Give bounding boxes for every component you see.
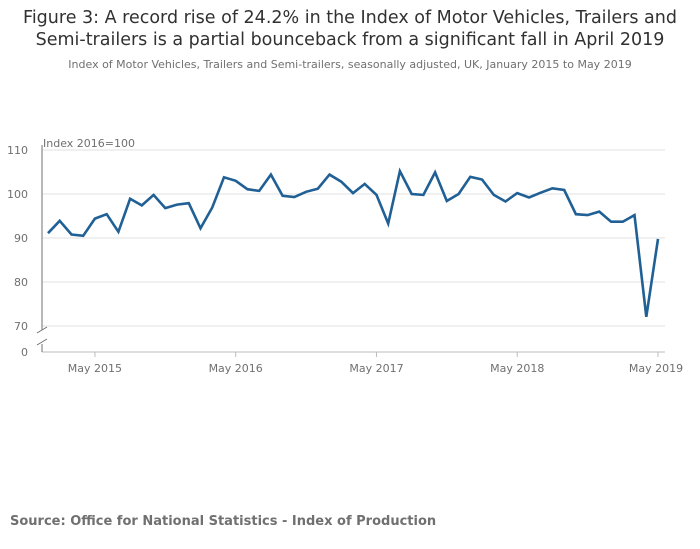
y-tick-label: 70 [14,320,28,333]
y-tick-label: 100 [7,188,28,201]
y-tick-label: 90 [14,232,28,245]
chart-title-line-2: Semi-trailers is a partial bounceback fr… [35,30,665,50]
source-note: Source: Office for National Statistics -… [10,514,437,529]
y-tick-label: 80 [14,276,28,289]
chart-title-line-1: Figure 3: A record rise of 24.2% in the … [23,8,677,28]
axis-break-mark [36,326,48,334]
chart-subtitle: Index of Motor Vehicles, Trailers and Se… [68,58,632,71]
x-tick-label: May 2016 [209,362,263,375]
y-tick-label: 110 [7,144,28,157]
y-axis-label: Index 2016=100 [43,137,135,150]
axis-break-mark [36,338,48,346]
series-line [47,167,660,317]
x-tick-label: May 2019 [629,362,683,375]
x-tick-label: May 2015 [68,362,122,375]
chart-title: Figure 3: A record rise of 24.2% in the … [0,7,700,51]
y-tick-label: 0 [21,346,28,359]
x-tick-label: May 2017 [349,362,403,375]
x-tick-label: May 2018 [490,362,544,375]
